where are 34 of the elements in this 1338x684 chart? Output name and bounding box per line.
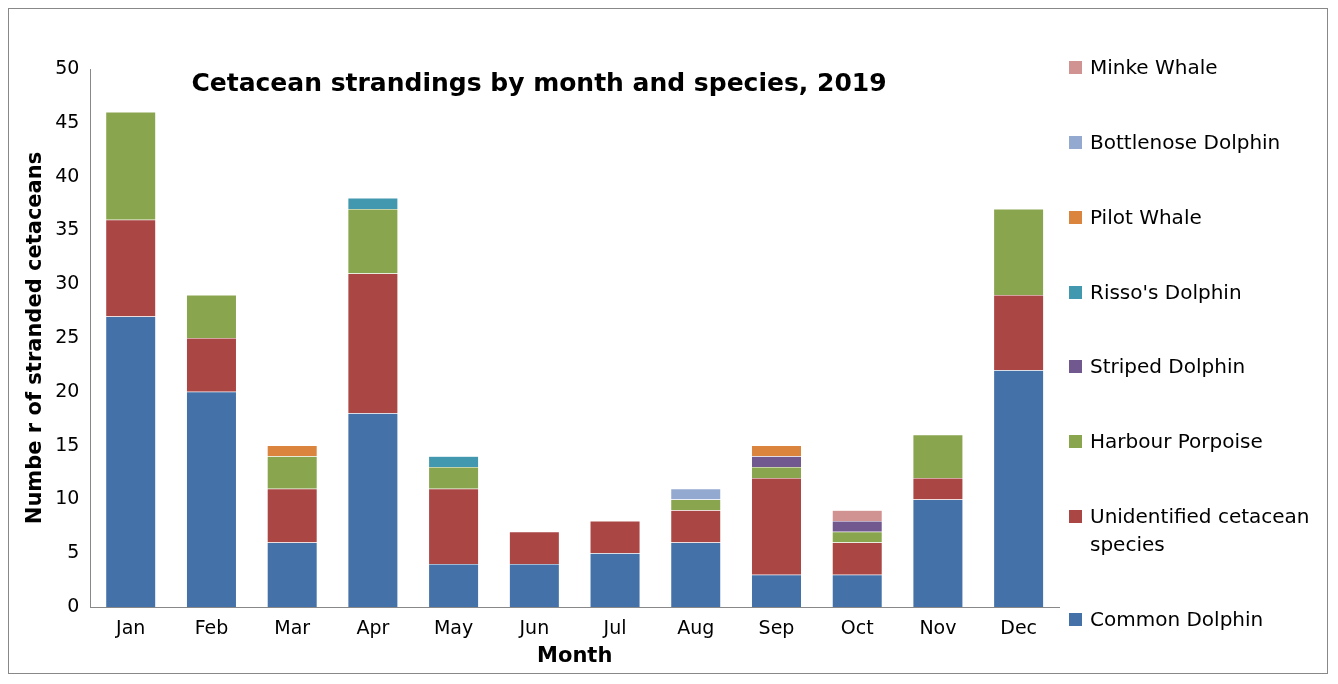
- x-axis-title: Month: [537, 642, 613, 667]
- legend-label: Bottlenose Dolphin: [1090, 128, 1281, 156]
- chart-title: Cetacean strandings by month and species, 2019: [191, 67, 887, 97]
- x-tick-label: Mar: [274, 616, 311, 639]
- y-tick-label: 30: [55, 271, 80, 294]
- x-tick-label: Dec: [1000, 616, 1038, 639]
- x-tick-label: Jun: [518, 616, 550, 639]
- y-tick-label: 0: [67, 593, 80, 616]
- x-tick-label: Aug: [677, 616, 715, 639]
- y-axis-title: Numbe r of stranded cetaceans: [22, 151, 47, 525]
- legend-label: Striped Dolphin: [1090, 353, 1246, 381]
- y-tick-label: 10: [55, 486, 80, 509]
- y-tick-label: 15: [55, 432, 80, 455]
- y-tick-label: 25: [55, 324, 80, 347]
- legend-label: Common Dolphin: [1090, 605, 1264, 633]
- x-tick-label: Oct: [840, 616, 874, 639]
- x-tick-label: Apr: [356, 616, 390, 639]
- x-tick-label: Feb: [194, 616, 229, 639]
- x-tick-label: May: [433, 616, 474, 639]
- x-tick-label: Sep: [758, 616, 795, 639]
- y-tick-label: 5: [67, 540, 80, 563]
- legend-label: Unidentified cetacean species: [1090, 503, 1311, 559]
- y-tick-label: 45: [55, 109, 80, 132]
- y-tick-label: 50: [55, 55, 80, 78]
- x-tick-label: Nov: [919, 616, 957, 639]
- y-tick-label: 20: [55, 378, 80, 401]
- y-tick-label: 35: [55, 217, 80, 240]
- legend-label: Pilot Whale: [1090, 203, 1202, 231]
- x-tick-label: Jul: [602, 616, 627, 639]
- x-tick-label: Jan: [115, 616, 146, 639]
- legend-label: Harbour Porpoise: [1090, 428, 1263, 456]
- legend-label: Risso's Dolphin: [1090, 278, 1242, 306]
- y-tick-label: 40: [55, 163, 80, 186]
- legend-label: Minke Whale: [1090, 54, 1218, 81]
